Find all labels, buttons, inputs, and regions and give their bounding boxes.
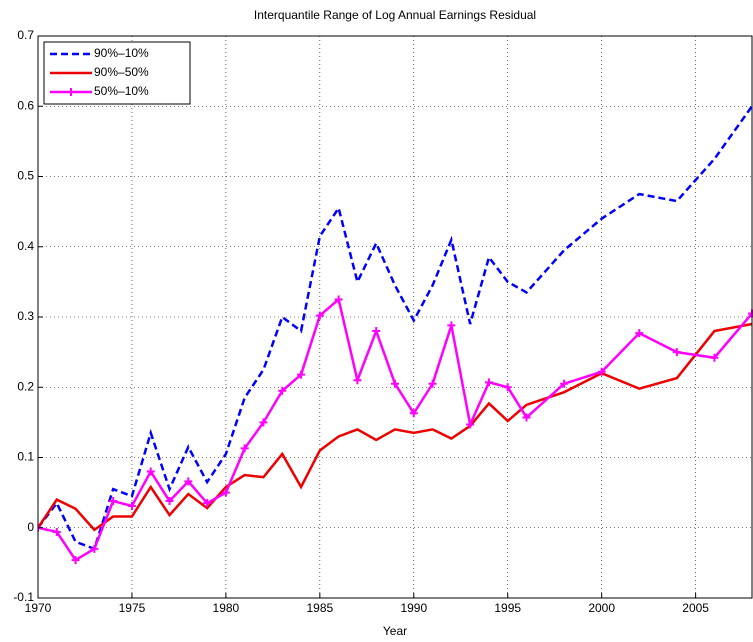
marker [184,477,193,486]
legend: 90%–10% 90%–50% 50%–10% [43,41,191,105]
marker [409,409,418,418]
marker [560,379,569,388]
marker [109,497,118,506]
marker [428,379,437,388]
x-tick-label: 1995 [494,601,521,615]
y-tick-label: 0.6 [17,98,34,112]
marker [52,527,61,536]
marker [597,367,606,376]
chart-title: Interquantile Range of Log Annual Earnin… [254,8,536,22]
y-tick-label: 0.7 [17,28,34,42]
marker [315,311,324,320]
y-tick-label: 0.5 [17,169,34,183]
marker [165,497,174,506]
marker [391,379,399,388]
marker [90,544,99,553]
x-tick-label: 2000 [588,601,615,615]
marker [372,327,381,336]
marker [447,321,456,330]
marker [278,386,287,395]
marker [221,488,230,497]
x-tick-label: 1985 [306,601,333,615]
x-tick-label: 1975 [119,601,146,615]
x-tick-label: 2005 [682,601,709,615]
marker [503,383,512,392]
x-axis-label: Year [383,624,407,638]
marker [297,370,306,379]
y-tick-label: -0.1 [13,590,34,604]
y-tick-label: 0.3 [17,309,34,323]
legend-label: 90%–50% [94,65,149,79]
ticks: 1970 1975 1980 1985 1990 1995 2000 2005 -0.1 0 0.1… [13,28,709,615]
marker [672,348,681,357]
marker [127,501,136,510]
marker [710,353,719,362]
marker [240,444,249,453]
marker [466,420,475,429]
legend-label: 50%–10% [94,84,149,98]
marker [522,413,531,422]
y-tick-label: 0.2 [17,379,34,393]
marker [203,499,212,508]
x-tick-label: 1980 [213,601,240,615]
marker [635,329,644,338]
marker [353,376,362,385]
legend-label: 90%–10% [94,46,149,60]
marker [484,378,493,387]
x-tick-label: 1970 [25,601,52,615]
x-tick-label: 1990 [400,601,427,615]
marker [71,556,80,565]
marker [259,418,268,427]
y-tick-label: 0 [27,520,34,534]
y-tick-label: 0.1 [17,450,34,464]
series-line [38,105,753,551]
marker [146,467,155,476]
y-tick-label: 0.4 [17,239,34,253]
marker [334,295,343,304]
marker [67,88,75,96]
